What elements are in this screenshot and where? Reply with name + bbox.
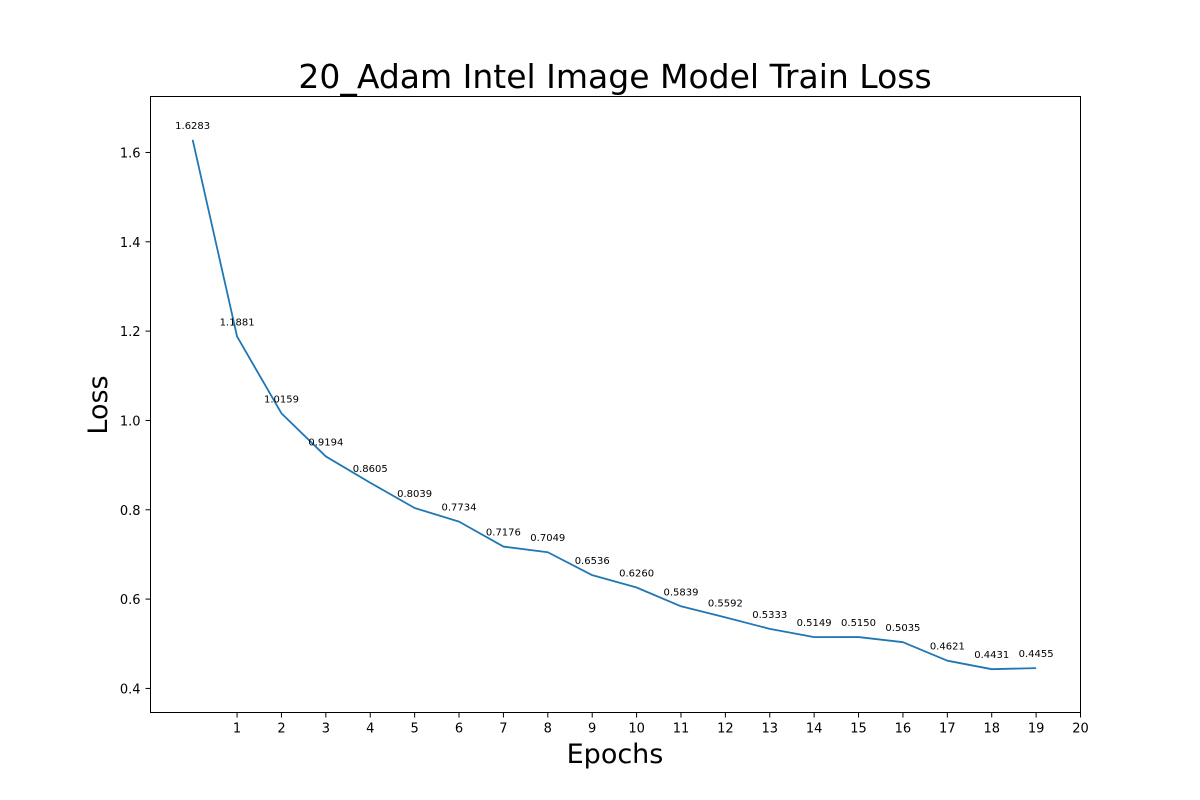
data-labels: 1.6283 1.1881 1.0159 0.9194 0.8605 0.8039 0.77… xyxy=(175,121,1053,661)
data-label: 0.4431 xyxy=(974,650,1009,661)
x-tick-label: 1 xyxy=(233,722,241,737)
data-label: 0.7176 xyxy=(486,528,521,539)
data-label: 0.5149 xyxy=(797,618,832,629)
y-tick-label: 0.4 xyxy=(120,682,141,697)
x-tick-label: 8 xyxy=(544,722,552,737)
data-label: 0.5592 xyxy=(708,598,743,609)
data-label: 0.4621 xyxy=(930,642,965,653)
data-label: 0.7734 xyxy=(442,503,477,514)
x-tick-label: 3 xyxy=(322,722,330,737)
data-label: 0.9194 xyxy=(308,437,343,448)
data-label: 1.6283 xyxy=(175,121,210,132)
y-tick-label: 0.8 xyxy=(120,504,141,519)
y-tick-label: 1.0 xyxy=(120,414,141,429)
data-label: 0.5150 xyxy=(841,618,876,629)
data-label: 0.8039 xyxy=(397,489,432,500)
x-tick-label: 20 xyxy=(1072,722,1089,737)
data-label: 0.4455 xyxy=(1019,649,1054,660)
x-tick-label: 13 xyxy=(761,722,778,737)
data-label: 0.5035 xyxy=(885,623,920,634)
data-label: 0.7049 xyxy=(530,533,565,544)
x-tick-label: 19 xyxy=(1028,722,1045,737)
x-tick-label: 6 xyxy=(455,722,463,737)
y-tick-label: 1.2 xyxy=(120,325,141,340)
loss-line xyxy=(191,139,1037,671)
y-tick-label: 0.6 xyxy=(120,593,141,608)
chart-title: 20_Adam Intel Image Model Train Loss xyxy=(298,57,931,96)
data-label: 1.0159 xyxy=(264,394,299,405)
data-label: 0.8605 xyxy=(353,464,388,475)
x-tick-label: 18 xyxy=(983,722,1000,737)
x-tick-label: 14 xyxy=(806,722,823,737)
y-tick-label: 1.4 xyxy=(120,236,141,251)
axis-ticks: 1 2 3 4 5 6 7 8 9 10 11 12 13 14 15 16 17 18 19 200.40.60.8… xyxy=(120,146,1089,736)
series-loss xyxy=(191,139,1037,671)
x-tick-label: 15 xyxy=(850,722,867,737)
data-label: 0.6260 xyxy=(619,568,654,579)
x-tick-label: 9 xyxy=(588,722,596,737)
x-axis-label: Epochs xyxy=(567,739,664,770)
y-axis-label: Loss xyxy=(83,375,114,434)
x-tick-label: 12 xyxy=(717,722,734,737)
plot-frame xyxy=(150,96,1081,713)
data-label: 0.5333 xyxy=(752,610,787,621)
y-tick-label: 1.6 xyxy=(120,146,141,161)
x-tick-label: 5 xyxy=(410,722,418,737)
x-tick-label: 7 xyxy=(499,722,507,737)
x-tick-label: 11 xyxy=(673,722,690,737)
x-tick-label: 4 xyxy=(366,722,374,737)
x-tick-label: 2 xyxy=(277,722,285,737)
data-label: 0.6536 xyxy=(575,556,610,567)
x-tick-label: 10 xyxy=(628,722,645,737)
data-label: 0.5839 xyxy=(663,587,698,598)
x-tick-label: 16 xyxy=(895,722,912,737)
x-tick-label: 17 xyxy=(939,722,956,737)
data-label: 1.1881 xyxy=(220,317,255,328)
